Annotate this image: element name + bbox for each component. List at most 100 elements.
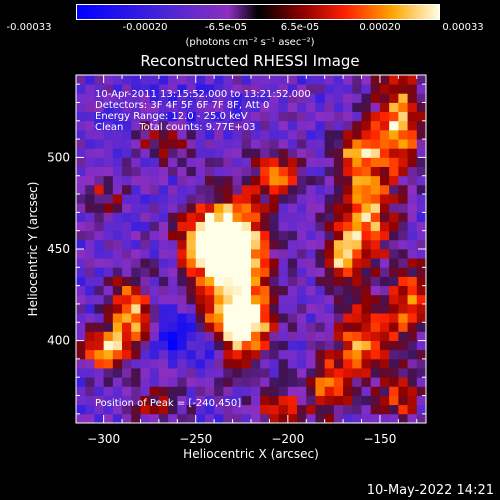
heatmap-cell — [269, 93, 280, 103]
heatmap-cell — [112, 377, 123, 387]
heatmap-cell — [149, 303, 160, 314]
heatmap-cell — [343, 148, 353, 158]
heatmap-cell — [416, 129, 427, 140]
heatmap-cell — [287, 84, 298, 94]
heatmap-cell — [186, 184, 197, 195]
heatmap-cell — [149, 258, 160, 268]
heatmap-cell — [232, 75, 243, 85]
heatmap-cell — [85, 194, 95, 204]
heatmap-cell — [379, 203, 390, 213]
heatmap-cell — [278, 249, 289, 259]
heatmap-cell — [241, 230, 252, 241]
heatmap-cell — [324, 395, 335, 406]
heatmap-cell — [76, 395, 86, 406]
heatmap-cell — [158, 175, 169, 186]
heatmap-cell — [103, 157, 114, 167]
heatmap-cell — [324, 368, 335, 378]
heatmap-cell — [122, 331, 132, 341]
heatmap-cell — [416, 111, 427, 122]
heatmap-cell — [269, 175, 280, 186]
heatmap-cell — [122, 395, 132, 406]
heatmap-cell — [287, 258, 298, 268]
heatmap-cell — [306, 313, 316, 323]
heatmap-cell — [131, 276, 141, 287]
heatmap-cell — [398, 349, 408, 360]
heatmap-cell — [122, 157, 132, 167]
heatmap-cell — [76, 148, 86, 158]
heatmap-cell — [140, 285, 151, 296]
heatmap-cell — [122, 148, 132, 158]
heatmap-cell — [352, 230, 362, 241]
heatmap-cell — [140, 194, 151, 204]
heatmap-cell — [140, 331, 151, 341]
heatmap-cell — [186, 175, 197, 186]
heatmap-cell — [214, 102, 224, 113]
heatmap-cell — [379, 166, 390, 177]
heatmap-cell — [407, 111, 418, 122]
heatmap-cell — [158, 258, 169, 268]
heatmap-cell — [204, 102, 215, 113]
heatmap-cell — [186, 285, 197, 296]
heatmap-cell — [131, 230, 141, 241]
heatmap-cell — [297, 148, 307, 158]
heatmap-cell — [379, 386, 390, 396]
heatmap-cell — [168, 303, 178, 314]
heatmap-cell — [297, 184, 307, 195]
heatmap-cell — [214, 313, 224, 323]
heatmap-cell — [278, 120, 289, 131]
heatmap-cell — [407, 93, 418, 103]
heatmap-cell — [186, 84, 197, 94]
heatmap-cell — [287, 175, 298, 186]
heatmap-cell — [122, 413, 132, 424]
heatmap-cell — [407, 139, 418, 149]
heatmap-cell — [103, 368, 114, 378]
heatmap-cell — [122, 249, 132, 259]
heatmap-cell — [158, 230, 169, 241]
heatmap-cell — [232, 285, 243, 296]
heatmap-cell — [195, 258, 206, 268]
heatmap-cell — [287, 267, 298, 277]
heatmap-cell — [223, 221, 233, 232]
heatmap-cell — [251, 129, 261, 140]
heatmap-cell — [195, 386, 206, 396]
heatmap-cell — [287, 148, 298, 158]
heatmap-cell — [370, 340, 381, 351]
heatmap-cell — [260, 102, 270, 113]
heatmap-cell — [214, 413, 224, 424]
heatmap-cell — [131, 166, 141, 177]
heatmap-cell — [398, 331, 408, 341]
heatmap-cell — [315, 212, 326, 222]
heatmap-cell — [214, 175, 224, 186]
heatmap-cell — [352, 404, 362, 415]
heatmap-cell — [315, 93, 326, 103]
heatmap-cell — [361, 386, 372, 396]
heatmap-cell — [287, 294, 298, 305]
heatmap-cell — [379, 368, 390, 378]
heatmap-cell — [389, 285, 399, 296]
heatmap-cell — [177, 230, 187, 241]
heatmap-cell — [278, 129, 289, 140]
heatmap-cell — [112, 404, 123, 415]
heatmap-cell — [168, 239, 178, 250]
heatmap-cell — [158, 212, 169, 222]
heatmap-cell — [297, 102, 307, 113]
heatmap-cell — [361, 102, 372, 113]
heatmap-cell — [416, 377, 427, 387]
heatmap-cell — [398, 93, 408, 103]
heatmap-cell — [389, 239, 399, 250]
heatmap-cell — [297, 404, 307, 415]
heatmap-cell — [158, 303, 169, 314]
heatmap-cell — [251, 395, 261, 406]
heatmap-cell — [149, 221, 160, 232]
heatmap-cell — [269, 395, 280, 406]
heatmap-cell — [168, 322, 178, 332]
heatmap-cell — [389, 84, 399, 94]
heatmap-cell — [297, 166, 307, 177]
heatmap-cell — [112, 358, 123, 369]
heatmap-cell — [241, 258, 252, 268]
heatmap-cell — [186, 340, 197, 351]
heatmap-cell — [306, 194, 316, 204]
heatmap-cell — [379, 111, 390, 122]
heatmap-cell — [177, 157, 187, 167]
heatmap-cell — [333, 340, 344, 351]
